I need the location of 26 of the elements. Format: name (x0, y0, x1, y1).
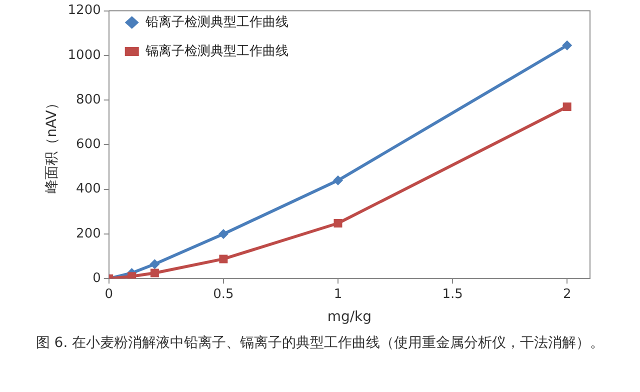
y-axis-title: 峰面积（nAV） (44, 96, 60, 194)
x-tick-label: 2 (562, 286, 572, 302)
point (562, 40, 572, 50)
caption: 图 6. 在小麦粉消解液中铅离子、镉离子的典型工作曲线（使用重金属分析仪，干法消解）。 (34, 334, 606, 353)
y-tick-label: 600 (76, 137, 101, 152)
x-tick-label: 0.5 (213, 286, 234, 302)
x-tick-label: 1 (334, 286, 342, 302)
x-tick-label: 0 (104, 286, 114, 302)
y-tick-label: 800 (76, 92, 101, 108)
x-axis-title: mg/kg (327, 309, 372, 326)
point (150, 259, 160, 270)
point (334, 219, 342, 228)
point (219, 254, 228, 264)
point (218, 228, 228, 239)
y-tick-label: 1200 (68, 3, 101, 18)
legend-label: 镉离子检测典型工作曲线 (144, 42, 288, 59)
legend-label: 铅离子检测典型工作曲线 (144, 14, 288, 30)
point (150, 268, 159, 278)
point (128, 272, 136, 279)
y-tick-label: 200 (76, 226, 101, 242)
point (562, 102, 572, 112)
point (332, 175, 343, 186)
y-tick-label: 1000 (68, 48, 101, 63)
y-tick-label: 0 (92, 270, 101, 286)
x-tick-label: 1.5 (442, 286, 463, 302)
y-tick-label: 400 (76, 182, 101, 197)
